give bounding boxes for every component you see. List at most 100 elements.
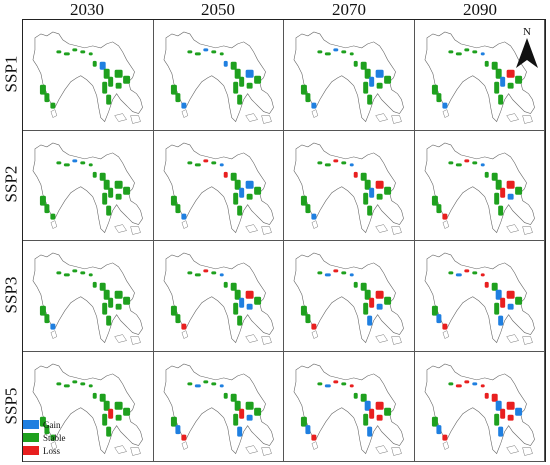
map-panel-ssp2-2050 xyxy=(153,130,284,241)
habitat-patch xyxy=(88,383,93,387)
habitat-patch xyxy=(499,76,505,87)
habitat-patch xyxy=(232,413,238,426)
legend-label: Stable xyxy=(43,432,66,443)
habitat-patch xyxy=(230,61,237,70)
island-outline xyxy=(521,115,533,124)
habitat-patch xyxy=(333,158,339,162)
habitat-patch xyxy=(236,94,242,105)
habitat-patch xyxy=(514,407,522,416)
habitat-patch xyxy=(106,426,112,437)
habitat-patch xyxy=(236,426,242,437)
island-outline xyxy=(244,334,258,343)
habitat-patch xyxy=(234,400,241,411)
habitat-patch xyxy=(441,434,447,441)
country-outline xyxy=(293,31,404,123)
country-outline xyxy=(163,252,274,344)
north-arrow: N xyxy=(510,24,544,70)
habitat-patch xyxy=(246,414,253,421)
habitat-patch xyxy=(300,195,307,206)
habitat-patch xyxy=(210,381,216,385)
map-panel-ssp2-2070 xyxy=(284,130,415,241)
habitat-patch xyxy=(499,408,505,419)
habitat-patch xyxy=(507,303,514,310)
habitat-patch xyxy=(72,158,78,162)
country-outline xyxy=(293,252,404,344)
island-outline xyxy=(130,336,141,345)
habitat-patch xyxy=(300,305,307,316)
habitat-patch xyxy=(232,81,238,94)
habitat-patch xyxy=(349,52,354,56)
island-outline xyxy=(521,225,533,235)
habitat-patch xyxy=(471,381,477,385)
habitat-patch xyxy=(238,187,244,198)
map-panel-ssp1-2090 xyxy=(414,20,545,131)
habitat-patch xyxy=(364,289,371,300)
habitat-patch xyxy=(507,414,514,421)
habitat-patch xyxy=(186,160,192,164)
habitat-patch xyxy=(56,271,62,275)
island-outline xyxy=(311,109,319,118)
habitat-patch xyxy=(50,213,56,220)
habitat-patch xyxy=(39,416,46,427)
habitat-patch xyxy=(39,305,46,316)
habitat-patch xyxy=(333,48,339,52)
habitat-patch xyxy=(376,82,383,89)
habitat-patch xyxy=(463,48,469,52)
island-outline xyxy=(50,440,58,450)
habitat-patch xyxy=(56,160,62,164)
habitat-patch xyxy=(324,383,331,387)
habitat-patch xyxy=(210,271,216,275)
habitat-patch xyxy=(174,93,180,103)
habitat-patch xyxy=(234,68,241,79)
habitat-patch xyxy=(367,315,373,326)
habitat-patch xyxy=(174,203,180,213)
habitat-patch xyxy=(499,297,505,308)
country-outline xyxy=(424,363,535,454)
island-outline xyxy=(260,115,272,124)
habitat-patch xyxy=(56,50,62,54)
legend-swatch xyxy=(23,446,39,455)
habitat-patch xyxy=(102,302,108,315)
habitat-patch xyxy=(238,297,244,308)
habitat-patch xyxy=(324,273,331,277)
country-outline xyxy=(424,142,535,233)
habitat-patch xyxy=(106,315,112,326)
habitat-patch xyxy=(39,195,46,206)
habitat-patch xyxy=(367,426,373,437)
legend-swatch xyxy=(23,420,39,429)
habitat-patch xyxy=(102,192,108,205)
habitat-patch xyxy=(369,76,375,87)
habitat-patch xyxy=(223,171,228,178)
habitat-patch xyxy=(471,160,477,164)
habitat-patch xyxy=(246,82,253,89)
habitat-patch xyxy=(88,273,93,277)
habitat-patch xyxy=(363,192,369,205)
habitat-patch xyxy=(115,82,122,89)
habitat-patch xyxy=(180,323,186,330)
island-outline xyxy=(50,109,58,118)
habitat-patch xyxy=(507,82,514,89)
map-panel-ssp2-2030 xyxy=(23,130,154,241)
habitat-patch xyxy=(50,323,56,330)
island-outline xyxy=(505,334,519,343)
habitat-patch xyxy=(232,302,238,315)
habitat-patch xyxy=(102,81,108,94)
habitat-patch xyxy=(363,413,369,426)
habitat-patch xyxy=(108,297,114,308)
habitat-patch xyxy=(435,424,441,434)
habitat-patch xyxy=(493,81,499,94)
habitat-patch xyxy=(106,205,112,216)
habitat-patch xyxy=(317,271,323,275)
habitat-patch xyxy=(360,61,367,70)
habitat-patch xyxy=(194,273,201,277)
island-outline xyxy=(442,440,449,450)
habitat-patch xyxy=(491,282,498,291)
map-panel-ssp3-2050 xyxy=(153,241,284,352)
habitat-patch xyxy=(305,314,311,324)
habitat-patch xyxy=(103,179,110,190)
habitat-patch xyxy=(349,162,354,166)
habitat-patch xyxy=(236,315,242,326)
island-outline xyxy=(181,330,188,339)
habitat-patch xyxy=(311,213,317,220)
island-outline xyxy=(375,223,389,233)
